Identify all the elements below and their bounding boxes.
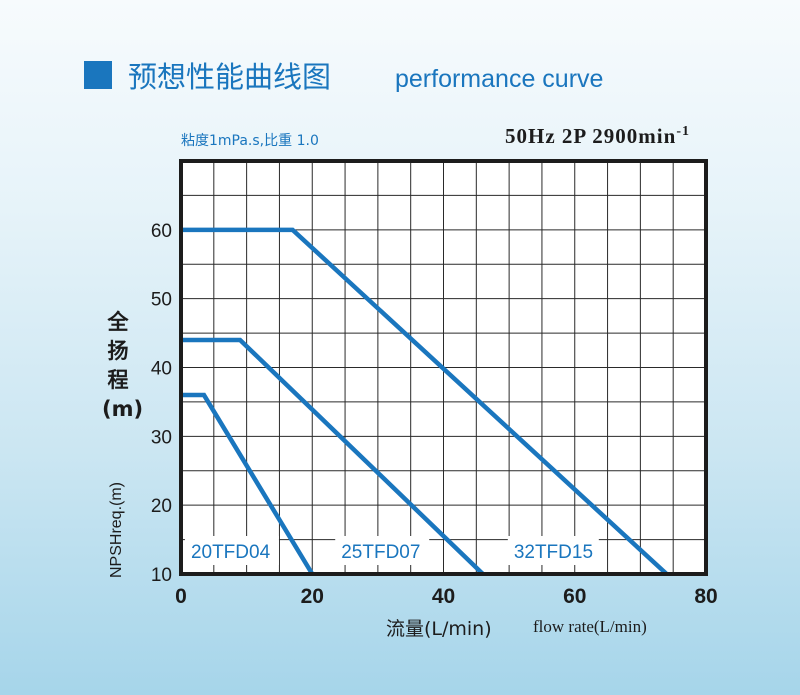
series-label-box: [184, 536, 279, 565]
series-label: 20TFD04: [191, 542, 271, 563]
series-label: 25TFD07: [341, 542, 420, 563]
series-line: [181, 227, 669, 576]
y-axis-label-char: 全: [107, 310, 129, 334]
y-tick-label: 10: [151, 565, 172, 586]
y-axis-label-char: 扬: [107, 339, 129, 363]
frequency-exponent: -1: [676, 124, 690, 139]
x-axis-label-cn: 流量(L/min): [386, 618, 492, 640]
page-title-cn: 预想性能曲线图: [128, 60, 332, 94]
x-tick-label: 0: [175, 585, 187, 608]
y-axis-label-char: 程: [107, 368, 129, 392]
y-tick-label: 60: [151, 221, 172, 242]
x-axis-label-en: flow rate(L/min): [533, 617, 647, 636]
series-line: [181, 337, 485, 576]
y-tick-label: 40: [151, 359, 172, 380]
y-tick-label: 30: [151, 427, 172, 448]
y-tick-label: 50: [151, 290, 172, 311]
plot-frame: [179, 159, 708, 576]
y-tick-label: 20: [151, 496, 172, 517]
viscosity-note: 粘度1mPa.s,比重 1.0: [181, 133, 319, 149]
series-label-box: [335, 536, 430, 565]
x-tick-label: 80: [694, 585, 717, 608]
title-marker: [84, 61, 112, 89]
series-label-box: [507, 536, 599, 565]
series-label: 32TFD15: [514, 542, 593, 563]
page-title-en: performance curve: [395, 65, 604, 93]
frequency-text: 50Hz 2P 2900min: [504, 124, 677, 148]
frequency-note: 50Hz 2P 2900min-1: [505, 124, 690, 149]
x-tick-label: 20: [301, 585, 324, 608]
x-tick-label: 60: [563, 585, 586, 608]
x-tick-label: 40: [432, 585, 455, 608]
series-line: [181, 392, 315, 576]
